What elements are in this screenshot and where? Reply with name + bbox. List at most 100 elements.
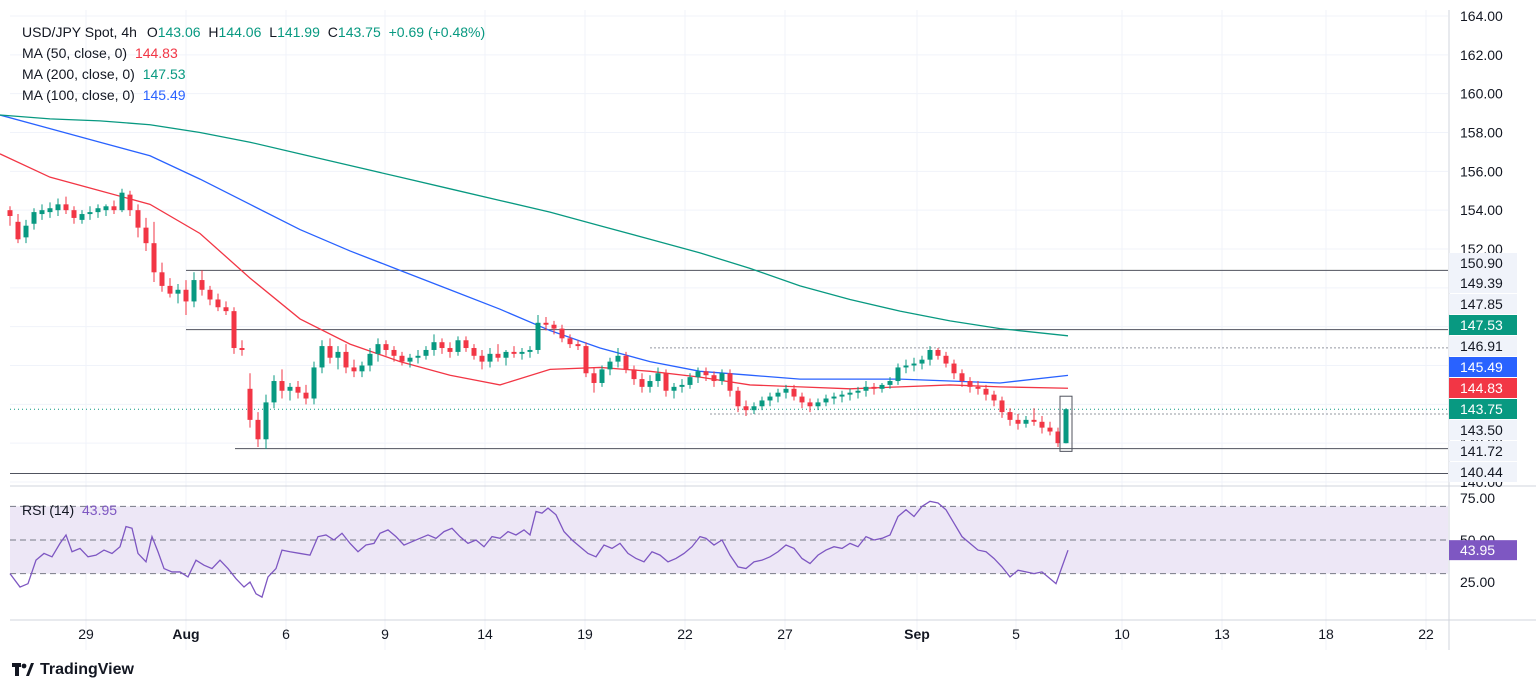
- price-tag-144.83: 144.83: [1449, 378, 1517, 398]
- high-label: H: [208, 24, 219, 40]
- candle-body: [943, 355, 949, 364]
- candle-body: [983, 388, 989, 395]
- price-tag-143.50: 143.50: [1449, 420, 1517, 440]
- candle-body: [303, 392, 309, 399]
- candle-body: [807, 402, 813, 407]
- candle-body: [863, 386, 869, 391]
- price-tag-bg: [1449, 378, 1517, 398]
- candle-body: [175, 289, 181, 294]
- candle: [111, 200, 117, 215]
- candle: [839, 390, 845, 403]
- candle-body: [183, 289, 189, 302]
- candle: [231, 307, 237, 354]
- time-axis: 29 Aug 6 9 14 19 22 27 Sep 5 10 13 18 22: [78, 626, 1434, 642]
- candle-body: [487, 353, 493, 362]
- candle: [455, 336, 461, 356]
- candle: [215, 293, 221, 312]
- candle: [503, 349, 509, 366]
- candle-body: [743, 406, 749, 411]
- price-tick-label: 160.00: [1460, 86, 1503, 102]
- candle-body: [559, 328, 565, 339]
- candle-body: [455, 340, 461, 352]
- price-tag-bg: [1449, 357, 1517, 377]
- candle: [599, 365, 605, 387]
- candle: [911, 357, 917, 372]
- candle: [143, 217, 149, 251]
- rsi-tag-label: 43.95: [1460, 542, 1495, 558]
- candle-body: [439, 342, 445, 349]
- tradingview-logo[interactable]: TradingView: [12, 661, 134, 679]
- rsi-legend[interactable]: RSI (14) 43.95: [22, 500, 117, 521]
- candle: [551, 320, 557, 335]
- candle-body: [783, 388, 789, 393]
- candle: [391, 346, 397, 362]
- candle-body: [1055, 431, 1061, 444]
- candle: [943, 351, 949, 368]
- candle-body: [823, 398, 829, 403]
- candle: [55, 198, 61, 216]
- candle: [847, 388, 853, 401]
- candle-body: [15, 221, 21, 240]
- candle: [583, 342, 589, 378]
- candle-body: [199, 280, 205, 290]
- candle-body: [759, 400, 765, 407]
- candle-body: [519, 351, 525, 354]
- candle: [375, 338, 381, 362]
- candle: [511, 346, 517, 358]
- price-tag-bg: [1449, 336, 1517, 356]
- candle: [751, 402, 757, 415]
- symbol-label[interactable]: USD/JPY Spot, 4h: [22, 24, 137, 40]
- candle-body: [799, 396, 805, 403]
- price-tag-145.49: 145.49: [1449, 357, 1517, 377]
- candle-body: [343, 351, 349, 368]
- ma50-label: MA (50, close, 0): [22, 45, 128, 61]
- candle-body: [679, 384, 685, 387]
- price-tag-bg: [1449, 253, 1517, 273]
- candle: [159, 262, 165, 292]
- price-tag-bg: [1449, 399, 1517, 419]
- candle: [255, 412, 261, 448]
- candle: [679, 379, 685, 393]
- price-tag-143.75: 143.75: [1449, 399, 1517, 419]
- candle: [927, 346, 933, 366]
- price-axis: 164.00162.00160.00158.00156.00154.00152.…: [1449, 8, 1517, 590]
- candle: [535, 315, 541, 354]
- ma200-label: MA (200, close, 0): [22, 66, 135, 82]
- candle-body: [831, 396, 837, 399]
- candle: [967, 377, 973, 393]
- candle: [79, 210, 85, 224]
- time-tick-label: 27: [777, 626, 793, 642]
- candle-body: [791, 388, 797, 397]
- price-tag-label: 150.90: [1460, 255, 1503, 271]
- candle-body: [847, 392, 853, 395]
- ma50-legend[interactable]: MA (50, close, 0) 144.83: [22, 43, 178, 64]
- candle-body: [143, 227, 149, 244]
- candle-body: [447, 348, 453, 352]
- candle-body: [655, 373, 661, 382]
- candle-body: [375, 344, 381, 354]
- candle: [975, 381, 981, 395]
- ma200-legend[interactable]: MA (200, close, 0) 147.53: [22, 64, 186, 85]
- candle: [415, 349, 421, 364]
- candle-body: [471, 348, 477, 356]
- ma100-legend[interactable]: MA (100, close, 0) 145.49: [22, 85, 186, 106]
- candle-body: [191, 280, 197, 302]
- price-tag-bg: [1449, 315, 1517, 335]
- candle: [359, 361, 365, 378]
- candle: [151, 221, 157, 283]
- candle-body: [567, 338, 573, 345]
- candle-body: [215, 299, 221, 308]
- candle: [431, 334, 437, 356]
- ma200-value: 147.53: [142, 66, 186, 82]
- time-tick-label: 29: [78, 626, 94, 642]
- brand-name: TradingView: [40, 661, 134, 678]
- candle: [639, 373, 645, 393]
- time-tick-label: 9: [381, 626, 389, 642]
- candle-body: [535, 322, 541, 350]
- candle: [343, 344, 349, 374]
- candle-body: [527, 349, 533, 352]
- candle: [191, 272, 197, 308]
- candle: [695, 367, 701, 383]
- time-tick-label: Aug: [172, 626, 199, 642]
- candle-body: [599, 369, 605, 383]
